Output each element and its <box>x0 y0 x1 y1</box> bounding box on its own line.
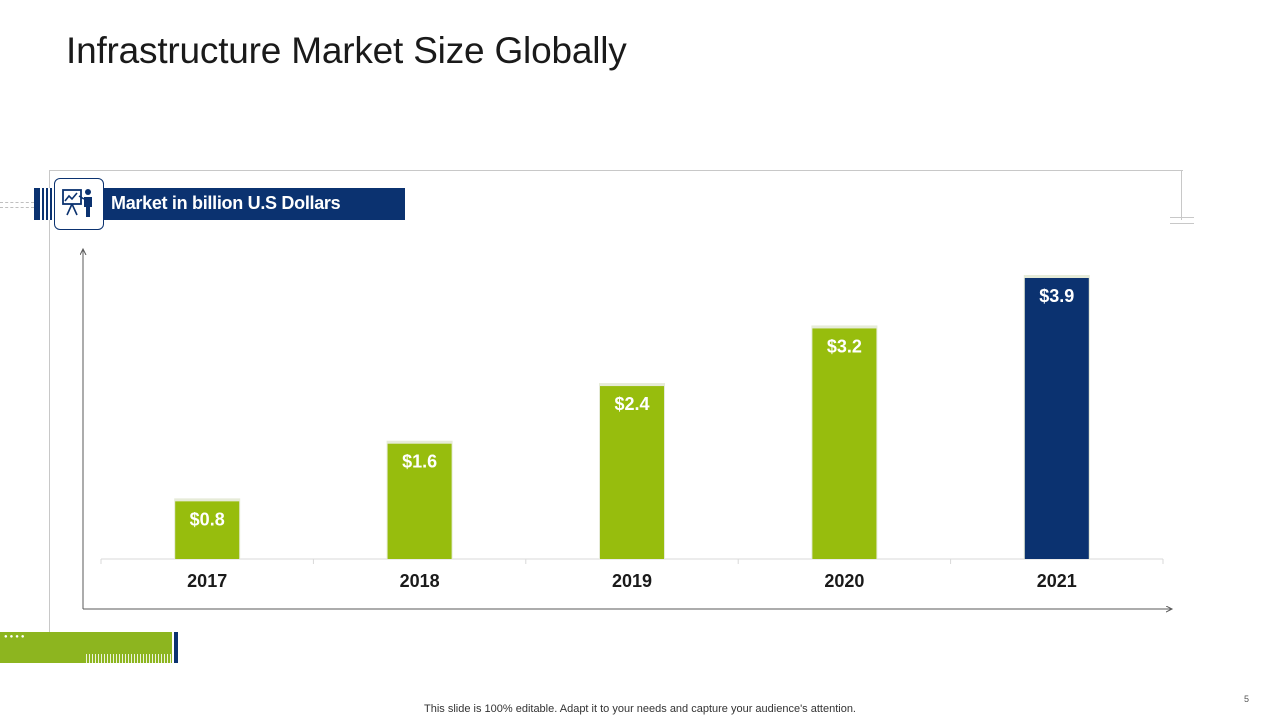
footer-note: This slide is 100% editable. Adapt it to… <box>424 703 856 715</box>
bar-2019 <box>600 386 664 559</box>
bar-2018 <box>387 443 452 559</box>
chart-header-label: Market in billion U.S Dollars <box>111 193 341 213</box>
bar-value-label: $3.9 <box>1039 286 1074 306</box>
dashed-connector <box>0 202 34 208</box>
bar-value-label: $0.8 <box>190 509 225 529</box>
bar-value-label: $1.6 <box>402 452 437 472</box>
x-tick-label: 2020 <box>824 571 864 591</box>
x-tick-label: 2017 <box>187 571 227 591</box>
presentation-icon <box>62 189 92 217</box>
page-title: Infrastructure Market Size Globally <box>66 30 627 71</box>
chart-panel-frame <box>49 170 1183 633</box>
bar-2017 <box>175 501 240 559</box>
footer-dots: ●●●● <box>4 634 27 640</box>
footer-ticks <box>86 654 172 663</box>
footer-navy-tick <box>174 632 178 663</box>
page-number: 5 <box>1244 694 1250 704</box>
x-tick-label: 2018 <box>400 571 440 591</box>
presentation-icon-box <box>54 178 104 230</box>
bar-2021 <box>1024 278 1089 559</box>
frame-foot-decoration <box>1170 217 1194 224</box>
x-tick-label: 2021 <box>1037 571 1077 591</box>
bar-value-label: $3.2 <box>827 336 862 356</box>
x-tick-label: 2019 <box>612 571 652 591</box>
frame-right-edge <box>1181 170 1182 220</box>
bar-2020 <box>812 328 877 559</box>
bar-value-label: $2.4 <box>614 394 649 414</box>
header-stripes <box>38 188 54 220</box>
